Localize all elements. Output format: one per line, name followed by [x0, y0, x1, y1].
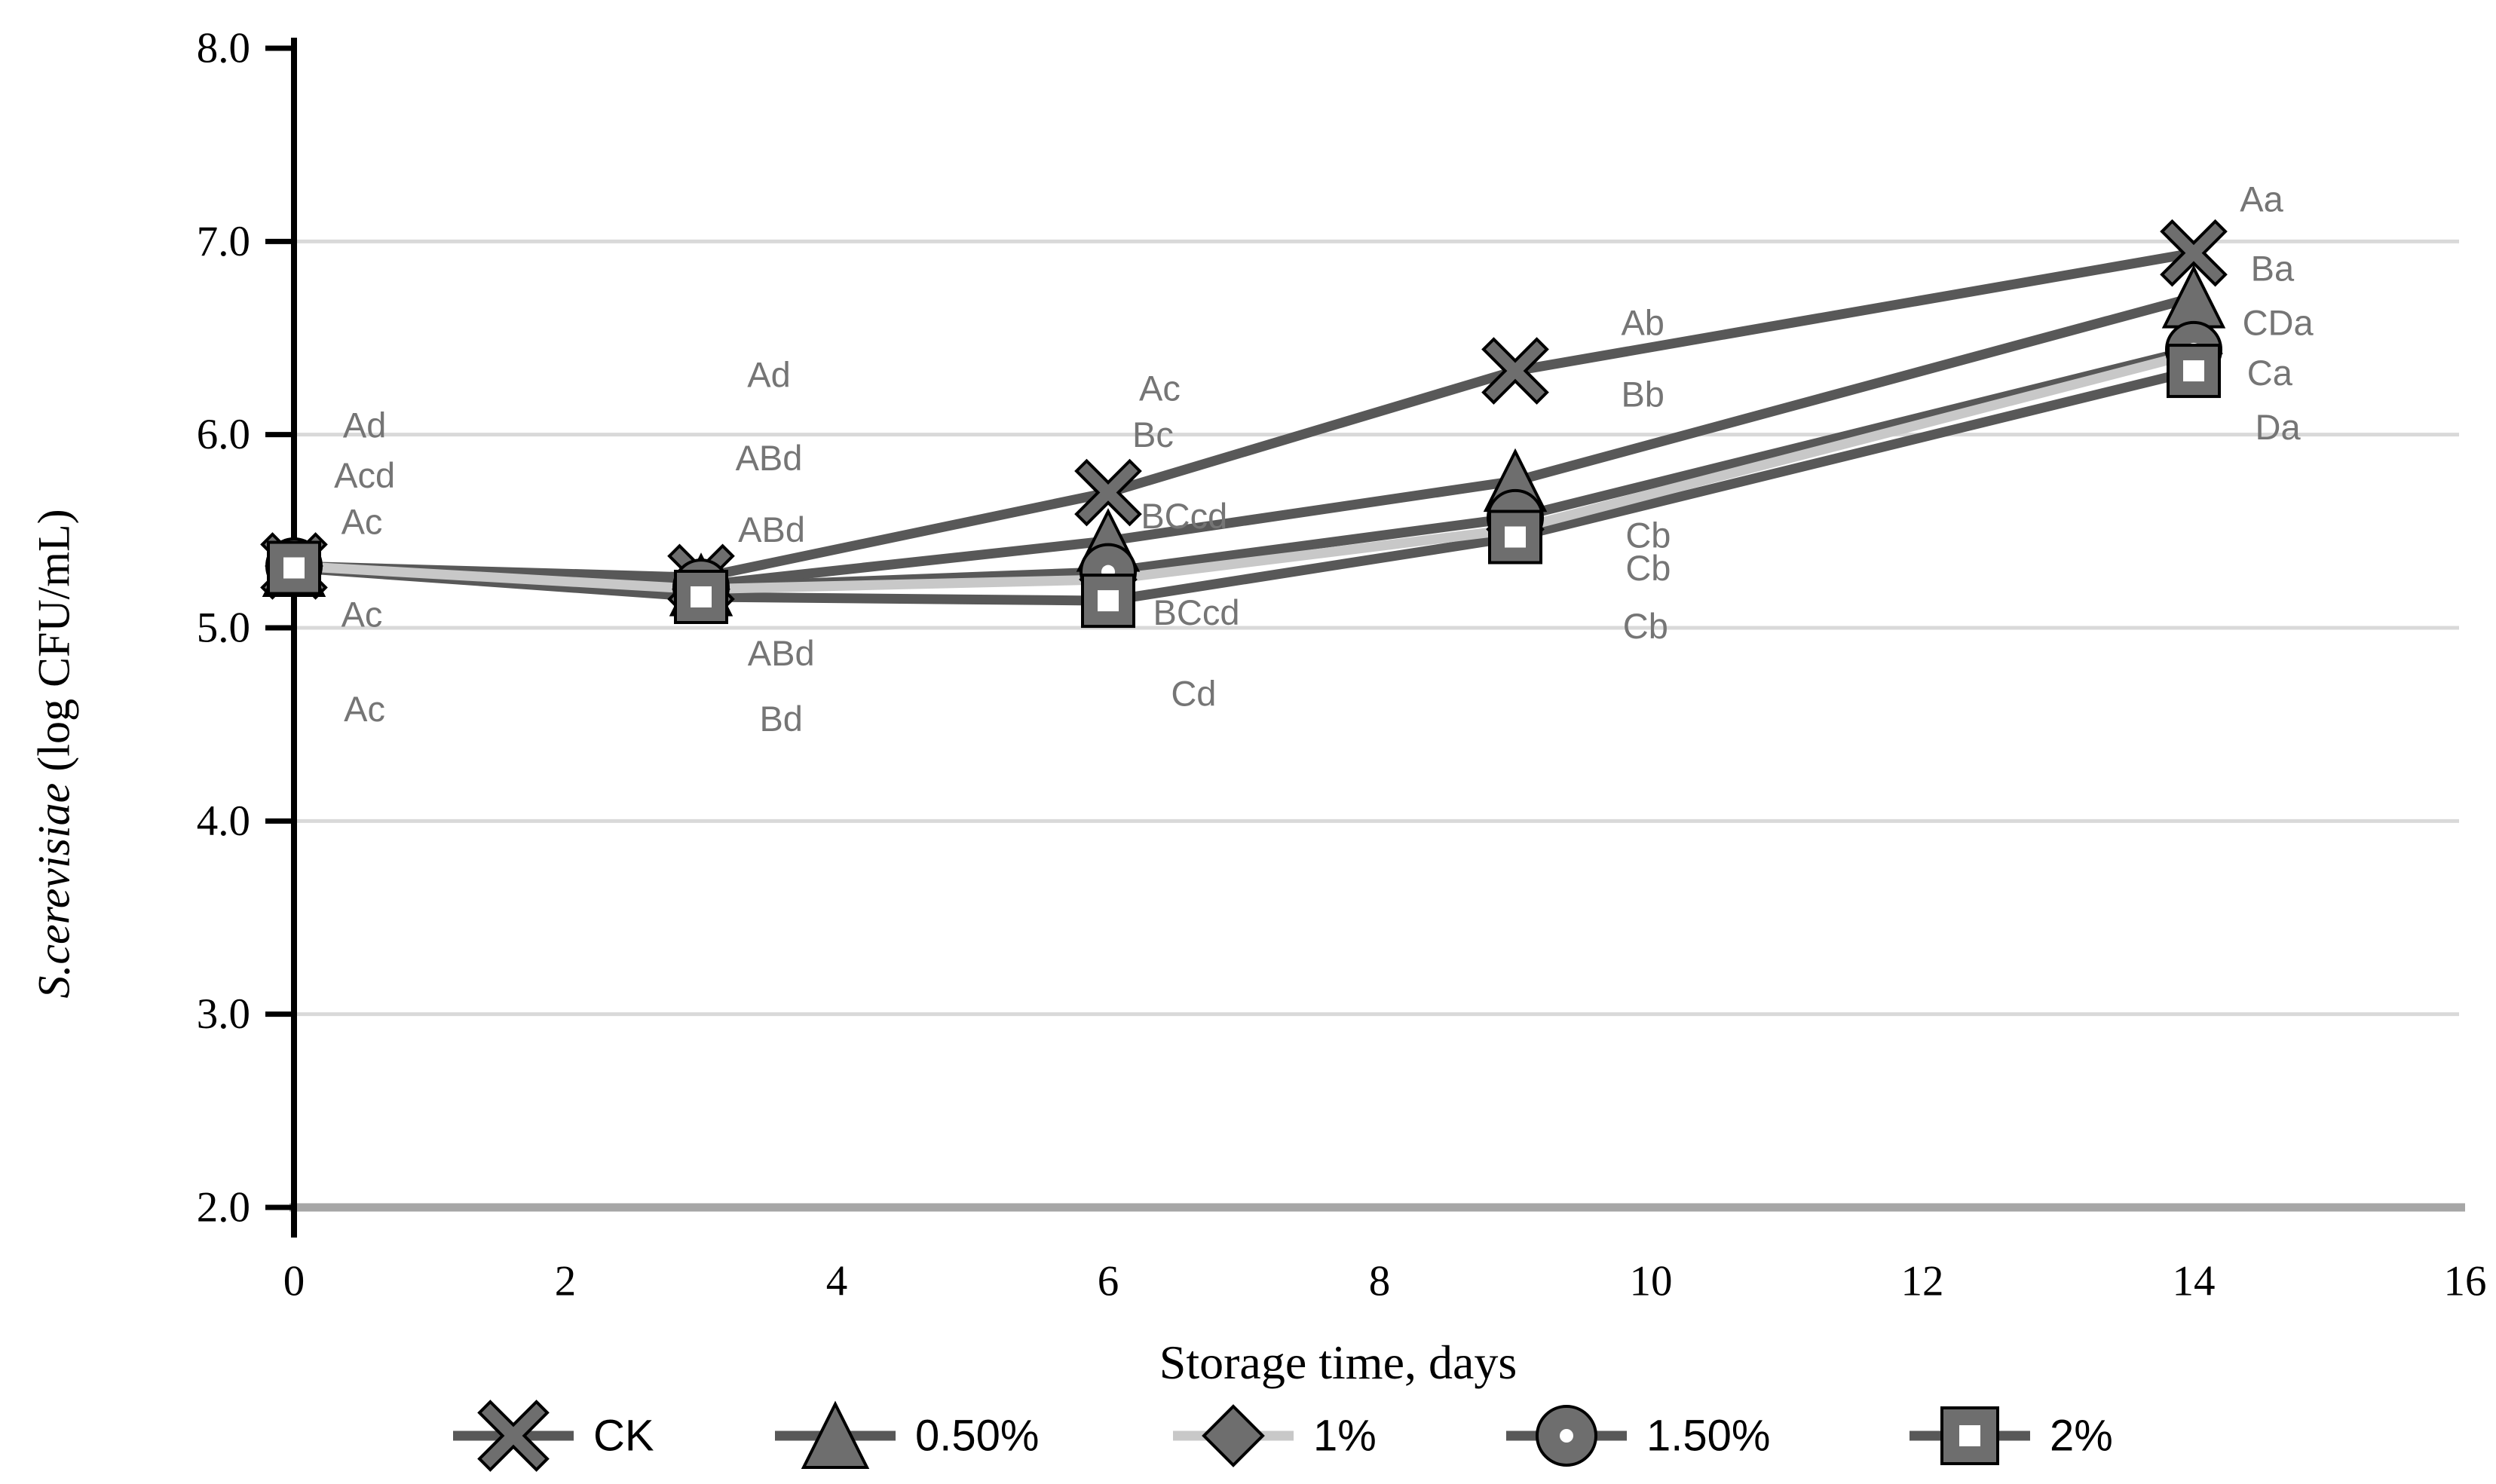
legend-marker-x: [477, 1400, 550, 1472]
marker-center-square: [283, 557, 305, 579]
marker-shape-square: [1488, 509, 1542, 565]
legend-label: 1.50%: [1646, 1412, 1770, 1461]
legend-label: 0.50%: [915, 1412, 1039, 1461]
significance-label: Ac: [1139, 369, 1181, 408]
legend-label: CK: [593, 1412, 654, 1461]
significance-label: Cb: [1625, 548, 1671, 588]
data-point-marker-2%: [674, 569, 728, 624]
data-point-marker-2%: [267, 540, 321, 595]
marker-shape-x: [1074, 458, 1142, 527]
legend-label: 1%: [1313, 1412, 1377, 1461]
y-tick-label: 2.0: [197, 1183, 250, 1231]
legend-marker-triangle: [801, 1400, 870, 1469]
legend-item-0.50%: 0.50%: [775, 1400, 1039, 1469]
x-tick-label: 2: [555, 1258, 577, 1305]
significance-label: Ac: [341, 595, 383, 635]
y-tick-label: 4.0: [197, 797, 250, 845]
significance-label: Ad: [343, 405, 387, 445]
y-tick-label: 7.0: [197, 218, 250, 265]
x-tick-label: 0: [283, 1258, 305, 1305]
significance-label: ABd: [736, 438, 803, 478]
marker-center-square: [1098, 590, 1119, 612]
legend-item-1%: 1%: [1173, 1404, 1377, 1467]
data-point-marker-2%: [1081, 574, 1135, 629]
legend-item-2%: 2%: [1910, 1406, 2113, 1465]
y-tick-label: 3.0: [197, 990, 250, 1038]
marker-center-square: [1505, 526, 1526, 548]
marker-shape-triangle: [801, 1400, 870, 1469]
significance-label: Ba: [2251, 249, 2295, 289]
significance-label: BCcd: [1153, 592, 1240, 632]
marker-shape-x: [2160, 219, 2228, 287]
marker-shape-diamond: [1202, 1404, 1265, 1467]
y-axis-title-species: S.cerevisiae: [29, 782, 79, 999]
x-tick-label: 14: [2173, 1258, 2216, 1305]
y-axis-title: S.cerevisiae (log CFU/mL): [29, 509, 81, 998]
y-tick-label: 5.0: [197, 604, 250, 651]
significance-label: Cb: [1623, 606, 1668, 646]
marker-center-square: [1959, 1425, 1980, 1446]
y-axis-title-units: (log CFU/mL): [29, 509, 79, 783]
significance-label: Acd: [334, 455, 395, 495]
x-tick-label: 12: [1901, 1258, 1944, 1305]
marker-center-square: [691, 586, 712, 607]
legend-marker-circle: [1536, 1405, 1597, 1467]
significance-label: Cd: [1171, 674, 1216, 714]
legend-marker-diamond: [1202, 1404, 1265, 1467]
data-point-marker-2%: [1488, 509, 1542, 565]
y-tick-label: 6.0: [197, 411, 250, 458]
legend-item-CK: CK: [453, 1400, 654, 1472]
significance-label: ABd: [738, 509, 805, 549]
marker-center-dot: [1560, 1429, 1573, 1443]
significance-label: Da: [2256, 407, 2302, 447]
significance-label: Bb: [1621, 374, 1665, 414]
significance-label: BCcd: [1141, 496, 1227, 536]
significance-label: Ac: [341, 502, 383, 542]
significance-label: Ac: [344, 689, 385, 729]
data-point-marker-2%: [2167, 344, 2221, 399]
series-line-1.50%: [293, 344, 2195, 592]
legend-label: 2%: [2050, 1412, 2113, 1461]
marker-shape-x: [477, 1400, 550, 1472]
x-tick-label: 8: [1369, 1258, 1391, 1305]
significance-label: ABd: [748, 633, 815, 673]
marker-shape-x: [1481, 337, 1549, 405]
marker-center-square: [2183, 360, 2204, 382]
x-axis-title: Storage time, days: [1159, 1336, 1518, 1389]
x-tick-label: 10: [1630, 1258, 1673, 1305]
x-tick-label: 6: [1098, 1258, 1119, 1305]
data-point-marker-CK: [1074, 458, 1142, 527]
y-tick-label: 8.0: [197, 25, 250, 72]
significance-label: Aa: [2240, 179, 2283, 219]
significance-label: Bd: [759, 699, 803, 739]
significance-label: Cb: [1625, 515, 1671, 555]
x-tick-label: 16: [2444, 1258, 2487, 1305]
significance-label: CDa: [2243, 302, 2314, 342]
significance-label: Ad: [747, 355, 791, 395]
data-point-marker-CK: [1481, 337, 1549, 405]
significance-label: Bc: [1132, 415, 1174, 454]
legend-marker-square: [1940, 1406, 1999, 1465]
legend-item-1.50%: 1.50%: [1506, 1405, 1770, 1467]
significance-label: Ca: [2247, 353, 2293, 393]
x-tick-label: 4: [826, 1258, 848, 1305]
data-point-marker-CK: [2160, 219, 2228, 287]
significance-label: Ab: [1621, 302, 1665, 342]
